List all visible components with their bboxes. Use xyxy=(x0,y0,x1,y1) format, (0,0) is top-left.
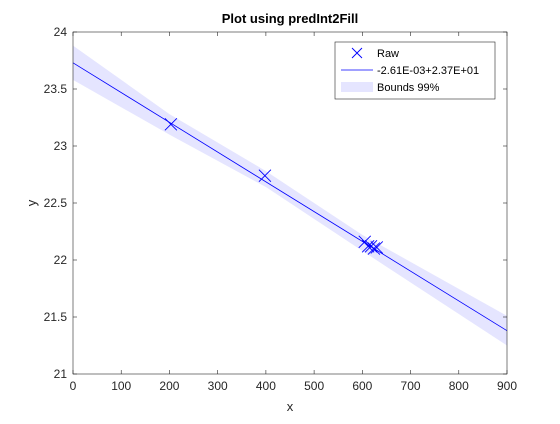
x-tick-label: 500 xyxy=(304,379,324,393)
y-axis-label: y xyxy=(24,199,39,206)
y-tick-label: 24 xyxy=(54,25,68,39)
y-tick-label: 21 xyxy=(54,367,68,381)
x-tick-label: 0 xyxy=(70,379,77,393)
fit-line xyxy=(72,62,508,332)
legend-fit-label: -2.61E-03+2.37E+01 xyxy=(377,65,479,77)
x-tick-label: 700 xyxy=(401,379,421,393)
x-tick-label: 900 xyxy=(497,379,517,393)
bounds-band xyxy=(73,45,507,346)
chart-title: Plot using predInt2Fill xyxy=(222,11,359,26)
legend-box xyxy=(334,41,496,100)
legend-bounds-label: Bounds 99% xyxy=(377,82,440,94)
y-tick-label: 22 xyxy=(54,253,68,267)
legend: Raw -2.61E-03+2.37E+01 Bounds 99% xyxy=(334,41,496,100)
x-tick-label: 200 xyxy=(159,379,179,393)
x-axis-label: x xyxy=(287,399,294,414)
x-tick-label: 800 xyxy=(449,379,469,393)
y-tick-label: 22.5 xyxy=(44,196,68,210)
legend-raw-label: Raw xyxy=(377,48,399,60)
y-tick-label: 23.5 xyxy=(44,82,68,96)
legend-raw-marker xyxy=(351,47,363,59)
x-tick-label: 100 xyxy=(111,379,131,393)
x-tick-label: 400 xyxy=(256,379,276,393)
raw-data-point xyxy=(370,241,384,254)
y-tick-label: 23 xyxy=(54,139,68,153)
y-tick-label: 21.5 xyxy=(44,310,68,324)
raw-data-point xyxy=(367,242,381,255)
raw-data-point xyxy=(258,169,272,182)
x-tick-label: 300 xyxy=(208,379,228,393)
legend-bounds-swatch xyxy=(341,82,373,92)
raw-data-point xyxy=(164,118,178,131)
x-tick-label: 600 xyxy=(352,379,372,393)
